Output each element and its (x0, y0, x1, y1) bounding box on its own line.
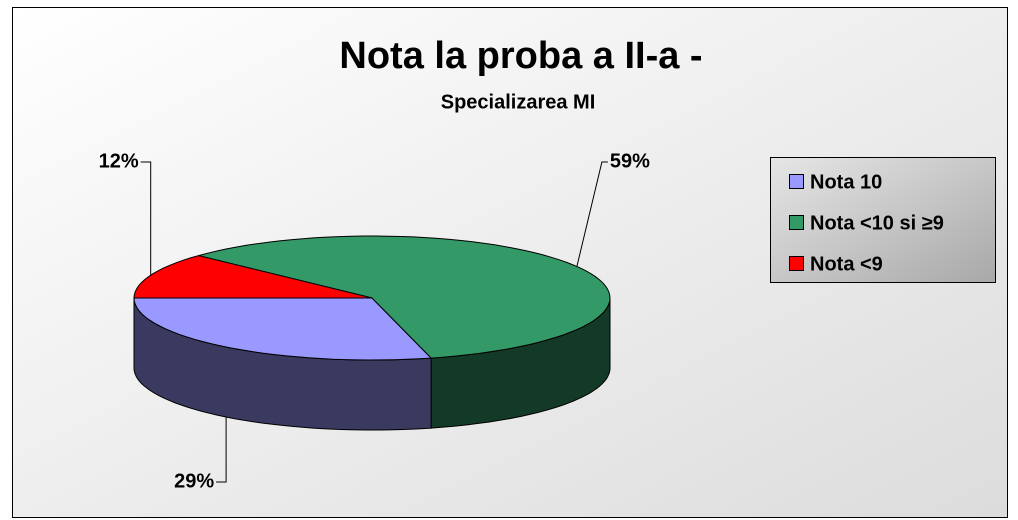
legend-label: Nota 10 (810, 171, 882, 193)
pie-slice (198, 235, 611, 359)
data-label: 12% (99, 150, 139, 172)
data-label: 29% (174, 470, 214, 492)
legend-swatch (789, 256, 804, 271)
legend-label: Nota <9 (810, 253, 883, 275)
legend-swatch (789, 215, 804, 230)
leader-line (140, 161, 152, 276)
chart-subtitle: Specializarea MI (441, 91, 596, 113)
pie-slice (133, 297, 433, 361)
legend-swatch (789, 174, 804, 189)
leader-line (576, 161, 608, 267)
legend-box (770, 157, 996, 283)
leader-line (216, 417, 227, 483)
data-labels: 29% 59% 12% (99, 150, 650, 492)
chart-title: Nota la proba a II-a - (339, 35, 702, 77)
pie (133, 235, 611, 431)
legend: Nota 10 Nota <10 si ≥9 Nota <9 (789, 171, 944, 275)
legend-label: Nota <10 si ≥9 (810, 212, 944, 234)
data-label: 59% (610, 150, 650, 172)
